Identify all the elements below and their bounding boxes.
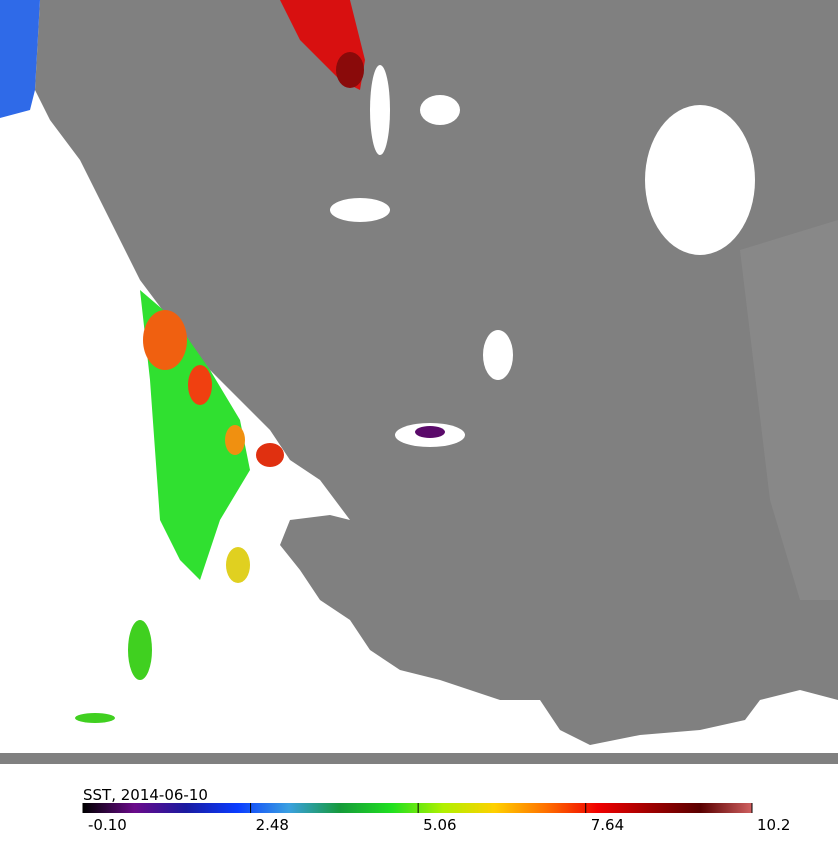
- map: [0, 0, 838, 764]
- colorbar-tick-label: 5.06: [423, 816, 456, 834]
- lake: [330, 198, 390, 222]
- colorbar-tick-label: -0.10: [88, 816, 127, 834]
- divider: [0, 753, 838, 764]
- lake: [420, 95, 460, 125]
- colorbar-tick-label: 7.64: [591, 816, 624, 834]
- colorbar: [83, 803, 752, 813]
- colorbar-tick-label: 2.48: [256, 816, 289, 834]
- lake: [645, 105, 755, 255]
- lake: [370, 65, 390, 155]
- sst-patch: [75, 713, 115, 723]
- land-texture: [740, 220, 838, 600]
- sst-patch: [188, 365, 212, 405]
- sst-patch: [143, 310, 187, 370]
- land: [35, 0, 838, 745]
- colorbar-title: SST, 2014-06-10: [83, 786, 208, 804]
- sst-patch: [336, 52, 364, 88]
- sst-patch: [226, 547, 250, 583]
- sst-patch: [415, 426, 445, 438]
- sst-patch: [225, 425, 245, 455]
- lake: [483, 330, 513, 380]
- sst-patch: [128, 620, 152, 680]
- colorbar-tick-label: 10.2: [757, 816, 790, 834]
- sst-patch: [0, 0, 40, 118]
- sst-patch: [256, 443, 284, 467]
